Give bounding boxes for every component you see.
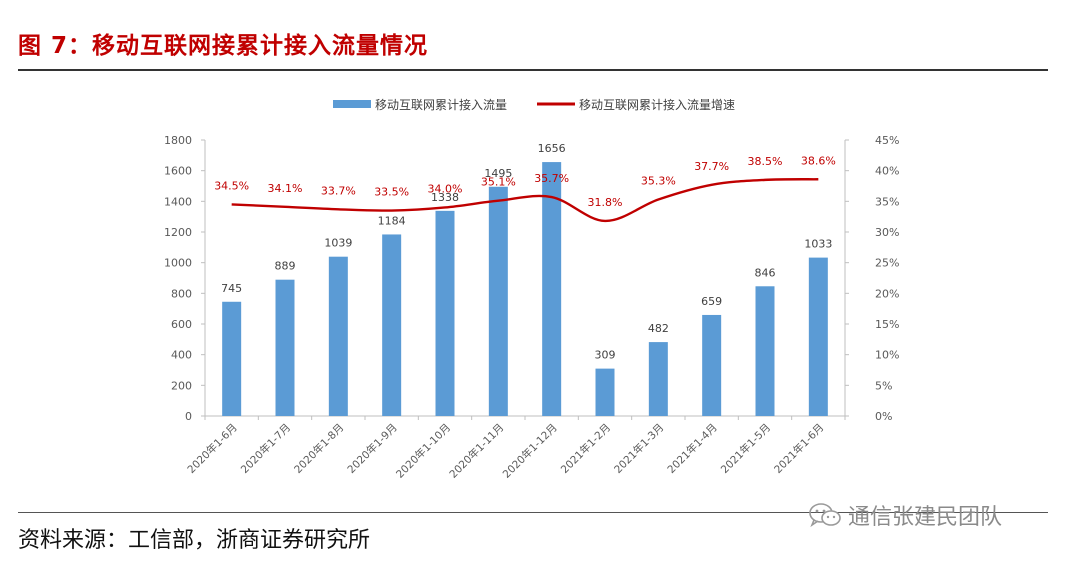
line-value-label: 38.6% bbox=[801, 154, 836, 167]
y-left-tick-label: 800 bbox=[171, 287, 192, 300]
bar bbox=[222, 301, 242, 416]
line-value-label: 31.8% bbox=[588, 196, 623, 209]
wechat-icon bbox=[809, 503, 841, 528]
source-note: 资料来源：工信部，浙商证券研究所 bbox=[18, 528, 371, 553]
bar bbox=[382, 234, 402, 416]
chart: 移动互联网累计接入流量 移动互联网累计接入流量增速 0 200 400 600 800 1… bbox=[164, 97, 899, 481]
x-tick-label: 2021年1-6月 bbox=[771, 421, 826, 476]
x-tick-label: 2020年1-11月 bbox=[447, 421, 507, 481]
line-value-label: 35.3% bbox=[641, 174, 676, 187]
plot-area: 0 200 400 600 800 1000 1200 1400 1600 1800 0% 5% 10%… bbox=[164, 134, 899, 481]
bar-value-label: 309 bbox=[595, 349, 616, 362]
y-left-tick-label: 200 bbox=[171, 379, 192, 392]
legend: 移动互联网累计接入流量 移动互联网累计接入流量增速 bbox=[333, 97, 735, 112]
bar bbox=[435, 210, 455, 416]
y-right-tick-label: 45% bbox=[875, 134, 899, 147]
title-rule bbox=[18, 69, 1048, 71]
bar-value-label: 1184 bbox=[378, 214, 406, 227]
y-left-tick-label: 1200 bbox=[164, 226, 192, 239]
legend-bar-label: 移动互联网累计接入流量 bbox=[375, 97, 507, 112]
y-right-tick-label: 35% bbox=[875, 195, 899, 208]
y-right-tick-label: 30% bbox=[875, 226, 899, 239]
growth-line bbox=[231, 178, 819, 223]
watermark-text: 通信张建民团队 bbox=[848, 505, 1003, 530]
bar bbox=[755, 286, 775, 416]
bar bbox=[648, 342, 668, 416]
x-tick-label: 2020年1-9月 bbox=[345, 421, 400, 476]
x-tick-label: 2021年1-2月 bbox=[558, 421, 613, 476]
bar bbox=[808, 257, 828, 416]
x-tick-label: 2020年1-10月 bbox=[393, 421, 453, 481]
bar-value-label: 1338 bbox=[431, 191, 459, 204]
bar bbox=[488, 186, 508, 416]
bar-value-label: 1495 bbox=[484, 167, 512, 180]
bar-value-label: 1039 bbox=[324, 237, 352, 250]
line-value-label: 33.5% bbox=[374, 186, 409, 199]
source-rule bbox=[18, 512, 1048, 513]
y-left-tick-label: 0 bbox=[185, 410, 192, 423]
line-value-label: 34.1% bbox=[268, 182, 303, 195]
y-left-tick-label: 1600 bbox=[164, 165, 192, 178]
y-right-tick-label: 15% bbox=[875, 318, 899, 331]
bar bbox=[275, 279, 295, 416]
bar-value-label: 1033 bbox=[804, 238, 832, 251]
legend-line-label: 移动互联网累计接入流量增速 bbox=[579, 97, 735, 112]
x-tick-label: 2020年1-8月 bbox=[291, 421, 346, 476]
y-right-tick-label: 40% bbox=[875, 165, 899, 178]
x-tick-label: 2021年1-4月 bbox=[665, 421, 720, 476]
x-tick-label: 2020年1-6月 bbox=[185, 421, 240, 476]
line-value-label: 38.5% bbox=[748, 155, 783, 168]
bar bbox=[542, 162, 562, 416]
y-right-tick-label: 5% bbox=[875, 379, 892, 392]
line-value-label: 35.7% bbox=[534, 172, 569, 185]
bar bbox=[595, 368, 615, 416]
bar-value-label: 1656 bbox=[538, 142, 566, 155]
figure-title: 图 7：移动互联网接累计接入流量情况 bbox=[18, 33, 429, 59]
line-value-label: 37.7% bbox=[694, 160, 729, 173]
watermark: 通信张建民团队 bbox=[808, 500, 1002, 530]
legend-bar-swatch bbox=[333, 100, 371, 108]
bar-value-label: 659 bbox=[701, 295, 722, 308]
y-right-tick-label: 10% bbox=[875, 349, 899, 362]
bar-value-label: 482 bbox=[648, 322, 669, 335]
x-tick-label: 2021年1-5月 bbox=[718, 421, 773, 476]
line-value-label: 34.0% bbox=[428, 182, 463, 195]
y-right-tick-label: 25% bbox=[875, 257, 899, 270]
y-left-tick-label: 1000 bbox=[164, 257, 192, 270]
bar bbox=[702, 314, 722, 416]
x-tick-label: 2020年1-12月 bbox=[500, 421, 560, 481]
line-value-label: 34.5% bbox=[214, 179, 249, 192]
y-left-tick-label: 400 bbox=[171, 349, 192, 362]
line-value-label: 35.1% bbox=[481, 176, 516, 189]
bar-value-label: 846 bbox=[755, 266, 776, 279]
x-tick-label: 2021年1-3月 bbox=[611, 421, 666, 476]
bar-value-label: 889 bbox=[275, 260, 296, 273]
bar-value-label: 745 bbox=[221, 282, 242, 295]
y-right-tick-label: 20% bbox=[875, 287, 899, 300]
line-value-label: 33.7% bbox=[321, 184, 356, 197]
bar bbox=[328, 256, 348, 416]
y-left-tick-label: 1800 bbox=[164, 134, 192, 147]
y-left-tick-label: 600 bbox=[171, 318, 192, 331]
y-left-tick-label: 1400 bbox=[164, 195, 192, 208]
y-right-tick-label: 0% bbox=[875, 410, 892, 423]
x-tick-label: 2020年1-7月 bbox=[238, 421, 293, 476]
